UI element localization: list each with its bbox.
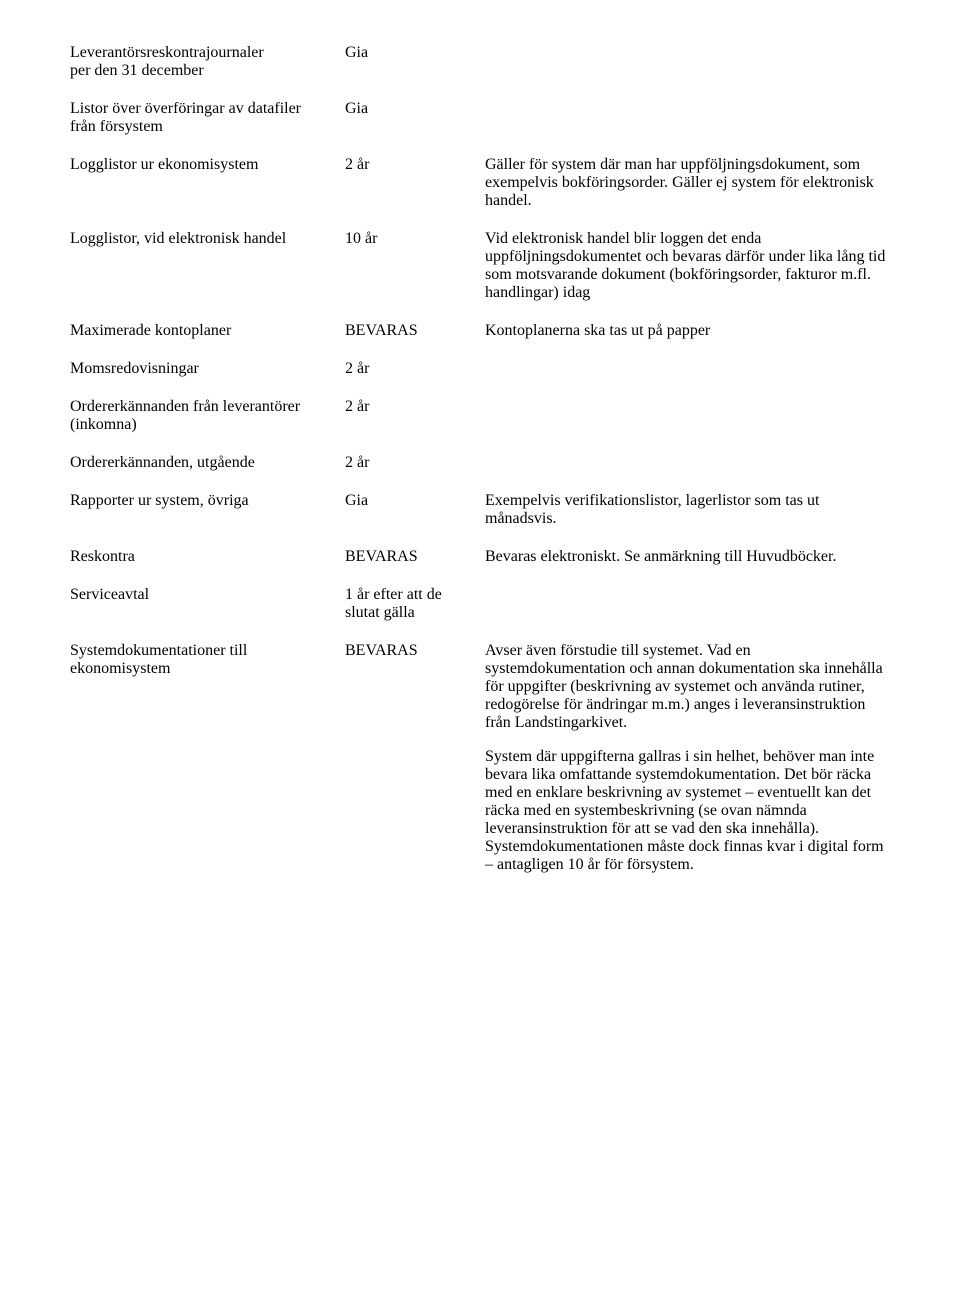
note-p1: Bevaras elektroniskt. Se anmärkning till… — [485, 548, 890, 566]
note-p2: System där uppgifterna gallras i sin hel… — [485, 748, 890, 874]
col-description: Logglistor, vid elektronisk handel — [70, 230, 345, 248]
col-description: Ordererkännanden, utgående — [70, 454, 345, 472]
col-description: Reskontra — [70, 548, 345, 566]
table-row: Rapporter ur system, övriga Gia Exempelv… — [70, 492, 890, 528]
col-description: Rapporter ur system, övriga — [70, 492, 345, 510]
col-description: Momsredovisningar — [70, 360, 345, 378]
desc-line1: Logglistor ur ekonomisystem — [70, 156, 335, 174]
table-row: Momsredovisningar 2 år — [70, 360, 890, 378]
table-row: Serviceavtal 1 år efter att de slutat gä… — [70, 586, 890, 622]
desc-line1: Reskontra — [70, 548, 335, 566]
table-row: Listor över överföringar av datafiler fr… — [70, 100, 890, 136]
col-retention: 10 år — [345, 230, 485, 248]
col-retention: 1 år efter att de slutat gälla — [345, 586, 485, 622]
table-row: Ordererkännanden, utgående 2 år — [70, 454, 890, 472]
note-p1: Kontoplanerna ska tas ut på papper — [485, 322, 890, 340]
col-retention: Gia — [345, 100, 485, 118]
paragraph-gap — [485, 732, 890, 748]
desc-line2: (inkomna) — [70, 416, 335, 434]
table-row: Ordererkännanden från leverantörer (inko… — [70, 398, 890, 434]
col-retention: Gia — [345, 44, 485, 62]
col-retention: BEVARAS — [345, 548, 485, 566]
note-p1: Gäller för system där man har uppföljnin… — [485, 156, 890, 210]
document-page: Leverantörsreskontrajournaler per den 31… — [0, 0, 960, 1301]
desc-line1: Logglistor, vid elektronisk handel — [70, 230, 335, 248]
col-description: Ordererkännanden från leverantörer (inko… — [70, 398, 345, 434]
col-description: Leverantörsreskontrajournaler per den 31… — [70, 44, 345, 80]
desc-line2: per den 31 december — [70, 62, 335, 80]
col-retention: BEVARAS — [345, 642, 485, 660]
desc-line1: Ordererkännanden, utgående — [70, 454, 335, 472]
col-note: Gäller för system där man har uppföljnin… — [485, 156, 890, 210]
note-p1: Exempelvis verifikationslistor, lagerlis… — [485, 492, 890, 528]
col-description: Logglistor ur ekonomisystem — [70, 156, 345, 174]
desc-line1: Serviceavtal — [70, 586, 335, 604]
col-retention: 2 år — [345, 398, 485, 416]
col-note: Avser även förstudie till systemet. Vad … — [485, 642, 890, 874]
desc-line1: Maximerade kontoplaner — [70, 322, 335, 340]
desc-line1: Listor över överföringar av datafiler — [70, 100, 335, 118]
table-row: Maximerade kontoplaner BEVARAS Kontoplan… — [70, 322, 890, 340]
col-retention: BEVARAS — [345, 322, 485, 340]
desc-line1: Rapporter ur system, övriga — [70, 492, 335, 510]
table-row: Logglistor, vid elektronisk handel 10 år… — [70, 230, 890, 302]
col-retention: 2 år — [345, 156, 485, 174]
col-note: Vid elektronisk handel blir loggen det e… — [485, 230, 890, 302]
col-note: Kontoplanerna ska tas ut på papper — [485, 322, 890, 340]
table-row: Systemdokumentationer till ekonomisystem… — [70, 642, 890, 874]
table-row: Logglistor ur ekonomisystem 2 år Gäller … — [70, 156, 890, 210]
col-retention: 2 år — [345, 454, 485, 472]
col-retention: Gia — [345, 492, 485, 510]
col-note: Exempelvis verifikationslistor, lagerlis… — [485, 492, 890, 528]
table-row: Reskontra BEVARAS Bevaras elektroniskt. … — [70, 548, 890, 566]
desc-line2: från försystem — [70, 118, 335, 136]
col-retention: 2 år — [345, 360, 485, 378]
col-description: Serviceavtal — [70, 586, 345, 604]
desc-line1: Systemdokumentationer till — [70, 642, 335, 660]
col-note: Bevaras elektroniskt. Se anmärkning till… — [485, 548, 890, 566]
col-description: Maximerade kontoplaner — [70, 322, 345, 340]
col-description: Listor över överföringar av datafiler fr… — [70, 100, 345, 136]
desc-line1: Momsredovisningar — [70, 360, 335, 378]
desc-line2: ekonomisystem — [70, 660, 335, 678]
desc-line1: Ordererkännanden från leverantörer — [70, 398, 335, 416]
note-p1: Avser även förstudie till systemet. Vad … — [485, 642, 890, 732]
desc-line1: Leverantörsreskontrajournaler — [70, 44, 335, 62]
table-row: Leverantörsreskontrajournaler per den 31… — [70, 44, 890, 80]
col-description: Systemdokumentationer till ekonomisystem — [70, 642, 345, 678]
note-p1: Vid elektronisk handel blir loggen det e… — [485, 230, 890, 302]
